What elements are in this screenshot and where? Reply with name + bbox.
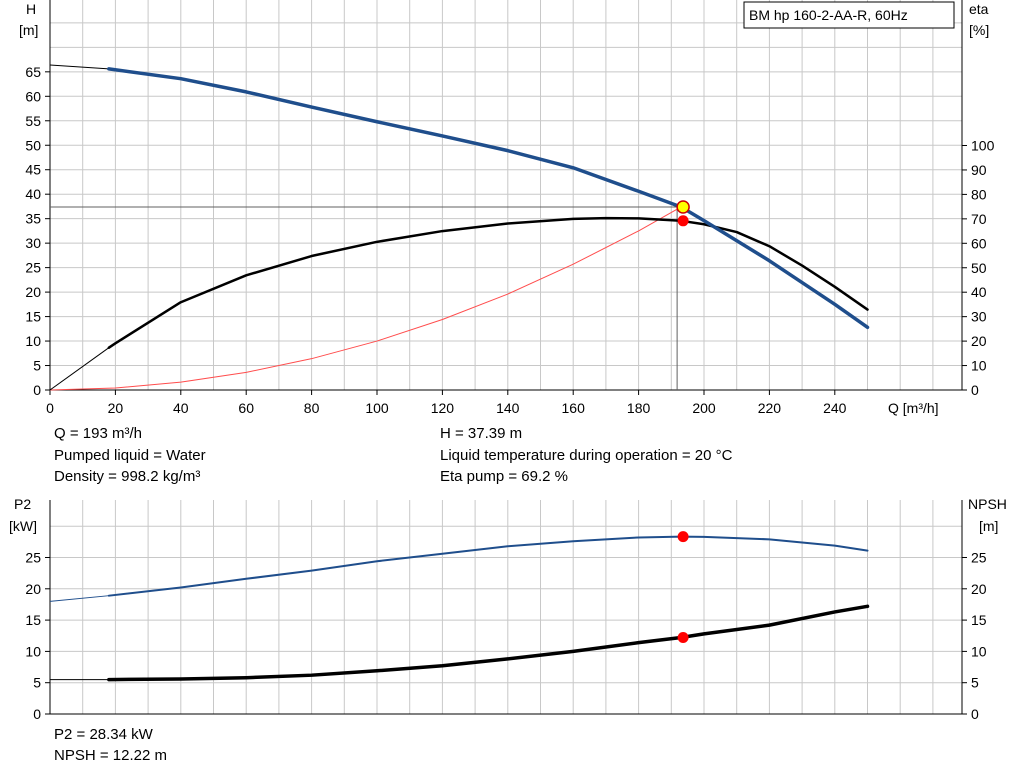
pump-model-label: BM hp 160-2-AA-R, 60Hz [749, 7, 908, 23]
y-left-axis-label: H [26, 1, 36, 17]
efficiency-curve [107, 216, 869, 349]
y-left-tick-label: 5 [33, 675, 41, 691]
y-left-tick-label: 20 [25, 581, 41, 597]
y-right-tick-label: 60 [971, 235, 987, 251]
y-left-axis-label: P2 [14, 496, 31, 512]
x-tick-label: 160 [562, 400, 586, 416]
info-eta-pump: Eta pump = 69.2 % [440, 468, 568, 485]
x-tick-label: 220 [758, 400, 782, 416]
x-tick-label: 60 [238, 400, 254, 416]
y-right-tick-label: 15 [971, 612, 987, 628]
x-tick-label: 20 [108, 400, 124, 416]
y-left-tick-label: 10 [25, 333, 41, 349]
info-npsh: NPSH = 12.22 m [54, 747, 167, 764]
y-left-tick-label: 0 [33, 706, 41, 722]
y-left-tick-label: 55 [25, 113, 41, 129]
power-curve-extension [49, 595, 109, 602]
npsh-curve [107, 604, 870, 682]
y-right-tick-label: 25 [971, 550, 987, 566]
head-curve [107, 67, 870, 330]
efficiency-operating-point [677, 215, 689, 227]
y-left-tick-label: 25 [25, 260, 41, 276]
y-left-tick-label: 45 [25, 162, 41, 178]
info-pumped-liquid: Pumped liquid = Water [54, 447, 206, 464]
npsh-operating-point [677, 632, 689, 644]
y-right-tick-label: 90 [971, 162, 987, 178]
y-left-tick-label: 10 [25, 643, 41, 659]
y-right-axis-label: NPSH [968, 496, 1007, 512]
x-tick-label: 40 [173, 400, 189, 416]
system-curve [49, 206, 682, 391]
y-right-tick-label: 100 [971, 138, 995, 154]
y-right-tick-label: 10 [971, 358, 987, 374]
x-tick-label: 200 [692, 400, 716, 416]
y-left-tick-label: 15 [25, 309, 41, 325]
x-tick-label: 140 [496, 400, 520, 416]
head-curve-extension [49, 64, 109, 70]
y-right-tick-label: 40 [971, 284, 987, 300]
power-operating-point [677, 531, 689, 543]
y-left-tick-label: 40 [25, 186, 41, 202]
y-right-tick-label: 20 [971, 333, 987, 349]
y-right-tick-label: 30 [971, 309, 987, 325]
y-left-tick-label: 50 [25, 137, 41, 153]
y-right-tick-label: 0 [971, 382, 979, 398]
info-density: Density = 998.2 kg/m³ [54, 468, 201, 485]
y-right-tick-label: 0 [971, 706, 979, 722]
y-left-tick-label: 0 [33, 382, 41, 398]
y-right-axis-unit: [%] [969, 22, 989, 38]
y-right-tick-label: 20 [971, 581, 987, 597]
x-tick-label: 100 [365, 400, 389, 416]
y-left-tick-label: 20 [25, 284, 41, 300]
x-tick-label: 180 [627, 400, 651, 416]
y-right-tick-label: 80 [971, 186, 987, 202]
y-right-tick-label: 70 [971, 211, 987, 227]
x-tick-label: 80 [304, 400, 320, 416]
y-left-tick-label: 65 [25, 64, 41, 80]
y-left-tick-label: 35 [25, 211, 41, 227]
y-right-tick-label: 5 [971, 675, 979, 691]
info-flow: Q = 193 m³/h [54, 425, 142, 442]
info-head: H = 37.39 m [440, 425, 523, 442]
y-left-axis-unit: [kW] [9, 518, 37, 534]
head-operating-point [676, 200, 690, 214]
info-liquid-temperature: Liquid temperature during operation = 20… [440, 447, 733, 464]
y-left-tick-label: 5 [33, 358, 41, 374]
y-left-tick-label: 15 [25, 612, 41, 628]
y-right-tick-label: 10 [971, 643, 987, 659]
y-right-axis-label: eta [969, 1, 989, 17]
y-left-axis-unit: [m] [19, 22, 38, 38]
y-right-axis-unit: [m] [979, 518, 998, 534]
x-tick-label: 120 [431, 400, 455, 416]
power-npsh-chart: 0 5 10 15 20 25 0 5 10 15 20 25 P2 [kW] NPSH [m] [9, 496, 1007, 722]
x-tick-label: 0 [46, 400, 54, 416]
x-tick-label: 240 [823, 400, 847, 416]
y-left-tick-label: 60 [25, 88, 41, 104]
info-power: P2 = 28.34 kW [54, 726, 153, 743]
y-left-tick-label: 30 [25, 235, 41, 251]
efficiency-curve-extension [49, 347, 110, 391]
head-efficiency-chart: 0 20 40 60 80 100 120 140 160 180 200 220 2400510152… [19, 0, 995, 416]
pump-model-label-box: BM hp 160-2-AA-R, 60Hz [743, 1, 955, 29]
y-right-tick-label: 50 [971, 260, 987, 276]
y-left-tick-label: 25 [25, 550, 41, 566]
power-curve [107, 535, 869, 597]
x-axis-label: Q [m³/h] [888, 400, 939, 416]
